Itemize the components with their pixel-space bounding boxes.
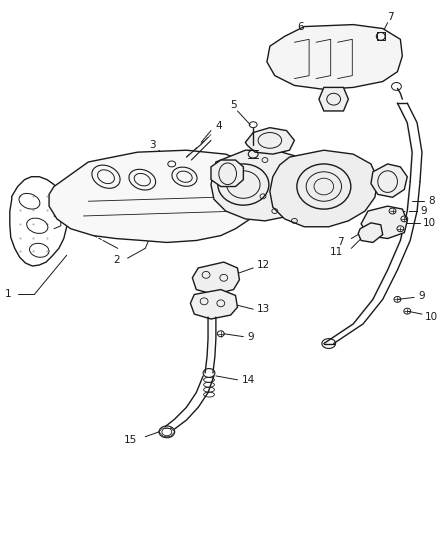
Text: 5: 5 [230,100,237,110]
Polygon shape [245,127,294,154]
Text: 10: 10 [425,312,438,322]
Polygon shape [211,150,312,221]
Text: 10: 10 [423,218,436,228]
Text: 13: 13 [257,304,270,314]
Polygon shape [371,164,407,197]
Text: 9: 9 [418,292,425,302]
Text: 9: 9 [247,332,254,342]
Text: 4: 4 [216,120,223,131]
Text: 8: 8 [428,196,434,206]
Polygon shape [270,150,378,227]
Text: 9: 9 [420,206,427,216]
Polygon shape [191,289,237,319]
Text: 12: 12 [257,260,270,270]
Text: 6: 6 [297,21,304,31]
Polygon shape [358,223,383,243]
Text: 2: 2 [113,255,120,265]
Polygon shape [361,206,407,239]
Text: 7: 7 [387,12,394,22]
Text: 11: 11 [330,247,343,257]
Text: 15: 15 [124,435,138,445]
Polygon shape [267,25,403,90]
Text: 3: 3 [149,140,155,150]
Polygon shape [49,150,265,243]
Polygon shape [319,87,348,111]
Polygon shape [211,160,244,187]
Polygon shape [192,262,240,294]
Text: 7: 7 [337,238,343,247]
Polygon shape [10,177,67,266]
Text: 14: 14 [241,375,254,385]
Text: 1: 1 [5,289,12,300]
